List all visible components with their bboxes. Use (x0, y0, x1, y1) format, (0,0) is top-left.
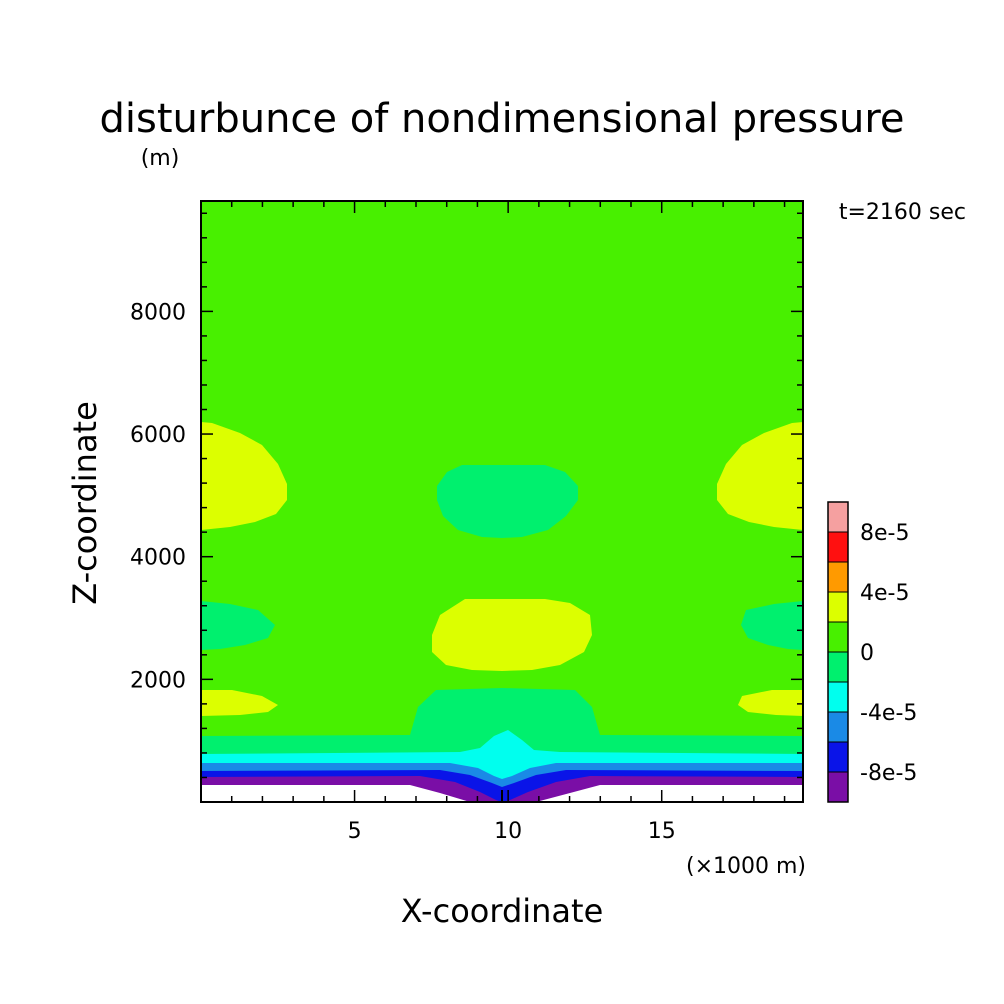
colorbar-swatch (827, 591, 849, 623)
plot-frame (200, 200, 804, 803)
contour-positive-upper-left (201, 422, 287, 530)
x-tick-labels: 5 10 15 (348, 819, 676, 844)
contour-positive-center (432, 599, 592, 671)
contour-negative-mid-left (201, 601, 275, 650)
units-note: (m) (141, 146, 180, 171)
y-tick-label: 2000 (130, 668, 186, 693)
y-tick-label: 8000 (130, 300, 186, 325)
x-tick-label: 10 (494, 819, 522, 844)
chart-title: disturbunce of nondimensional pressure (100, 96, 905, 142)
colorbar-labels: -8e-5 -4e-5 0 4e-5 8e-5 (860, 521, 917, 786)
time-label: t=2160 sec (839, 200, 966, 225)
x-axis-label: X-coordinate (401, 892, 604, 930)
colorbar-swatch (827, 531, 849, 563)
plot-area (201, 201, 803, 802)
colorbar-swatch (827, 651, 849, 683)
colorbar (827, 501, 849, 803)
y-tick-label: 4000 (130, 546, 186, 571)
contour-negative-upper-center (437, 465, 578, 538)
contour-positive-upper-right (717, 422, 803, 530)
colorbar-swatch (827, 681, 849, 713)
contour-positive-low-left (201, 690, 278, 716)
colorbar-swatch (827, 621, 849, 653)
colorbar-tick-label: -8e-5 (860, 761, 917, 786)
y-axis-label: Z-coordinate (66, 401, 104, 605)
colorbar-tick-label: 8e-5 (860, 521, 909, 546)
y-tick-labels: 2000 4000 6000 8000 (130, 300, 186, 693)
y-tick-label: 6000 (130, 423, 186, 448)
x-tick-label: 5 (348, 819, 362, 844)
colorbar-tick-label: 0 (860, 641, 874, 666)
x-tick-label: 15 (648, 819, 676, 844)
colorbar-swatch (827, 501, 849, 533)
x-unit-note: (×1000 m) (686, 854, 806, 879)
colorbar-swatch (827, 741, 849, 773)
contour-positive-low-right (738, 690, 803, 716)
contour-masked-lower-right (536, 785, 803, 802)
contour-masked-lower-left (201, 785, 470, 802)
colorbar-frame (827, 501, 849, 803)
colorbar-swatch (827, 711, 849, 743)
contour-negative-mid-right (741, 601, 803, 650)
colorbar-swatch (827, 561, 849, 593)
colorbar-tick-label: -4e-5 (860, 701, 917, 726)
colorbar-swatch (827, 771, 849, 803)
colorbar-tick-label: 4e-5 (860, 581, 909, 606)
